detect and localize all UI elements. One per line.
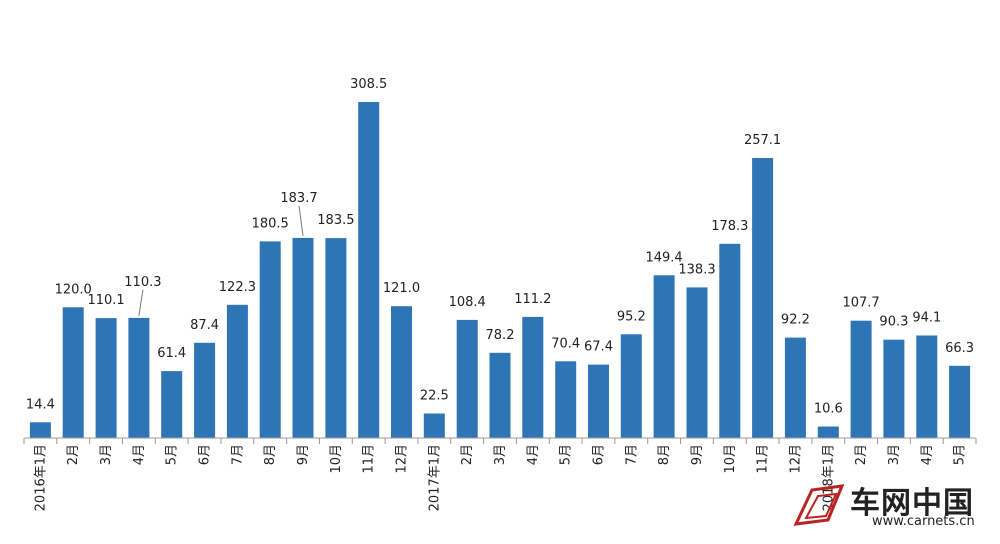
x-tick-label: 8月 xyxy=(263,444,278,465)
bar xyxy=(620,334,642,438)
x-tick-label: 3月 xyxy=(493,444,508,465)
bar xyxy=(128,317,150,438)
leader-line xyxy=(298,205,304,236)
value-label: 183.5 xyxy=(317,213,354,228)
bar xyxy=(391,306,412,438)
x-tick-label: 2月 xyxy=(854,444,869,465)
value-label: 111.2 xyxy=(514,292,551,307)
bar xyxy=(489,352,511,438)
x-tick-label: 6月 xyxy=(591,444,606,465)
x-tick-label: 10月 xyxy=(329,444,344,474)
bar xyxy=(916,335,938,438)
bar xyxy=(883,339,905,438)
bar xyxy=(555,361,577,438)
watermark-brand: 车网中国 xyxy=(850,486,974,521)
bar xyxy=(817,426,839,438)
bar xyxy=(653,275,675,438)
leader-line xyxy=(138,289,144,316)
bar xyxy=(522,316,544,438)
value-label: 180.5 xyxy=(252,216,289,231)
value-label: 110.3 xyxy=(124,275,161,290)
bar xyxy=(259,241,281,438)
x-tick-label: 7月 xyxy=(230,444,245,465)
value-label: 183.7 xyxy=(280,191,317,206)
bar xyxy=(358,102,380,438)
x-tick-label: 2月 xyxy=(66,444,81,465)
x-tick-label: 5月 xyxy=(165,444,180,465)
x-tick-label: 2017年1月 xyxy=(427,444,442,511)
car-logo-icon xyxy=(793,484,845,526)
bar xyxy=(588,364,609,438)
x-tick-label: 7月 xyxy=(624,444,639,465)
value-label: 120.0 xyxy=(55,282,92,297)
value-label: 78.2 xyxy=(486,328,515,343)
value-label: 149.4 xyxy=(645,250,682,265)
bar xyxy=(784,337,806,438)
x-tick-label: 12月 xyxy=(395,444,410,474)
value-label: 110.1 xyxy=(87,293,124,308)
value-label: 92.2 xyxy=(781,313,810,328)
x-tick-label: 2016年1月 xyxy=(33,444,48,511)
x-tick-label: 12月 xyxy=(788,444,803,474)
x-tick-label: 4月 xyxy=(920,444,935,465)
watermark-logo: 车网中国 www.carnets.cn xyxy=(792,474,992,538)
x-tick-label: 4月 xyxy=(526,444,541,465)
value-label: 108.4 xyxy=(449,295,486,310)
value-label: 122.3 xyxy=(219,280,256,295)
x-tick-label: 9月 xyxy=(296,444,311,465)
x-tick-label: 6月 xyxy=(198,444,213,465)
value-label: 66.3 xyxy=(945,341,974,356)
value-label: 138.3 xyxy=(678,262,715,277)
value-label: 61.4 xyxy=(157,346,186,361)
bar xyxy=(29,422,51,438)
watermark-url: www.carnets.cn xyxy=(872,514,975,529)
bar xyxy=(686,287,708,438)
bar xyxy=(292,237,314,438)
x-tick-label: 3月 xyxy=(99,444,114,465)
value-label: 10.6 xyxy=(814,402,843,417)
value-label: 178.3 xyxy=(711,219,748,234)
x-tick-label: 11月 xyxy=(756,444,771,474)
value-label: 308.5 xyxy=(350,77,387,92)
x-tick-label: 5月 xyxy=(953,444,968,465)
x-tick-label: 3月 xyxy=(887,444,902,465)
value-label: 121.0 xyxy=(383,281,420,296)
x-tick-label: 8月 xyxy=(657,444,672,465)
x-tick-label: 2月 xyxy=(460,444,475,465)
value-label: 67.4 xyxy=(584,340,613,355)
value-label: 107.7 xyxy=(842,296,879,311)
bar xyxy=(325,238,347,438)
x-axis xyxy=(23,437,977,444)
value-label: 94.1 xyxy=(912,311,941,326)
bar xyxy=(62,307,84,438)
bar xyxy=(194,342,216,438)
value-label: 95.2 xyxy=(617,309,646,324)
x-tick-label: 9月 xyxy=(690,444,705,465)
x-tick-label: 4月 xyxy=(132,444,147,465)
value-label: 14.4 xyxy=(26,397,55,412)
bar xyxy=(161,371,183,438)
bar xyxy=(752,158,774,438)
value-label: 70.4 xyxy=(551,336,580,351)
bar xyxy=(850,320,872,438)
x-tick-label: 10月 xyxy=(723,444,738,474)
value-label: 87.4 xyxy=(190,318,219,333)
bar xyxy=(95,318,117,438)
bar xyxy=(719,243,741,438)
x-tick-label: 11月 xyxy=(362,444,377,474)
bar xyxy=(423,413,445,438)
value-label: 90.3 xyxy=(879,315,908,330)
bars-group xyxy=(29,102,971,438)
x-tick-label: 5月 xyxy=(559,444,574,465)
bar xyxy=(949,365,971,438)
value-label: 22.5 xyxy=(420,389,449,404)
value-label: 257.1 xyxy=(744,133,781,148)
bar xyxy=(456,319,478,438)
bar xyxy=(226,304,248,438)
